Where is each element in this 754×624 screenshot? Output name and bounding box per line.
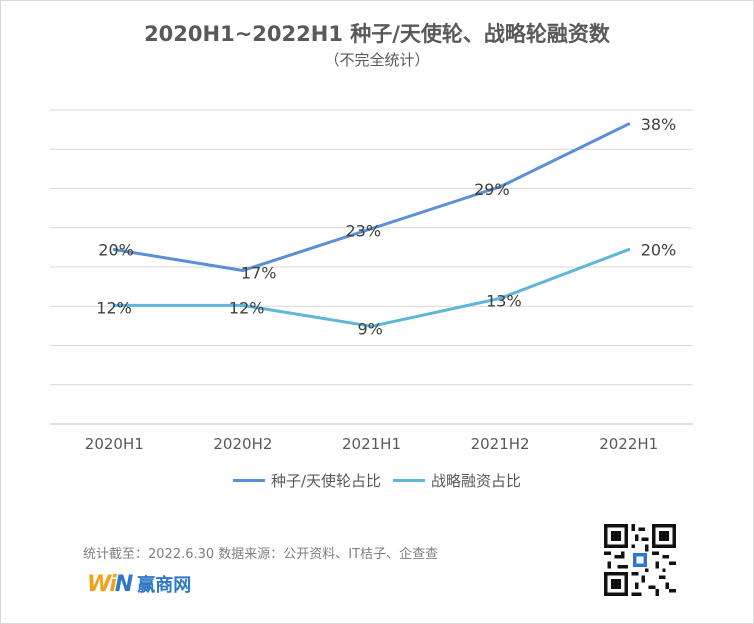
x-tick-label: 2020H2 [213,435,272,453]
chart-title: 2020H1~2022H1 种子/天使轮、战略轮融资数 [144,22,610,46]
data-label: 20% [98,241,134,260]
data-point [498,296,502,300]
data-label: 20% [641,241,677,260]
chart-subtitle: （不完全统计） [324,51,430,69]
qr-code-icon [604,524,676,596]
data-point [370,324,373,328]
source-note: 统计截至：2022.6.30 数据来源：公开资料、IT桔子、企查查 [83,547,439,562]
data-point [627,122,631,126]
x-tick-label: 2021H1 [342,435,401,453]
legend-item-seed: 种子/天使轮占比 [232,470,382,491]
data-point [112,248,116,252]
legend-label-seed: 种子/天使轮占比 [270,472,382,490]
legend-swatch-seed [232,479,265,482]
data-point [498,185,502,189]
data-point [627,248,631,252]
legend-label-strategic: 战略融资占比 [431,472,522,490]
brand-logo-text: 赢商网 [137,575,192,596]
data-label: 38% [641,115,677,134]
series-line-seed [112,122,631,272]
x-tick-label: 2020H1 [85,435,144,453]
chart-legend: 种子/天使轮占比 战略融资占比 [0,470,754,491]
legend-item-strategic: 战略融资占比 [393,470,521,491]
data-point [370,227,373,231]
data-point [241,303,245,307]
brand-logo-mark: WiN [87,571,133,597]
x-tick-label: 2021H2 [471,435,530,453]
data-label: 12% [96,298,132,317]
data-label: 13% [486,291,522,310]
data-label: 17% [241,263,277,282]
data-point [112,303,116,307]
data-label: 9% [358,319,383,338]
brand-logo: WiN 赢商网 [87,571,191,597]
data-label: 23% [346,222,382,241]
legend-swatch-strategic [393,479,426,482]
data-point [241,268,245,272]
x-tick-label: 2022H1 [599,435,658,453]
data-label: 29% [474,180,510,199]
data-label: 12% [229,298,265,317]
